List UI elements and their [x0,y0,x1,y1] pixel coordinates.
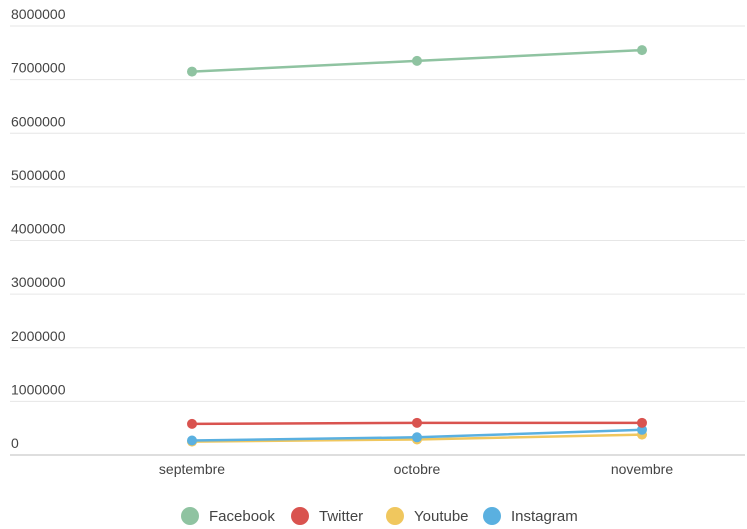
data-point[interactable] [187,435,197,446]
data-point[interactable] [412,417,422,428]
data-point[interactable] [637,424,647,435]
y-tick-label: 2000000 [11,328,66,344]
legend-swatch [291,507,309,525]
series-lines [187,45,647,447]
data-point[interactable] [187,66,197,77]
legend-item-twitter[interactable]: Twitter [291,507,363,525]
legend-label: Facebook [209,508,275,525]
legend-swatch [181,507,199,525]
legend: Facebook Twitter Youtube Instagram [181,507,578,525]
legend-label: Twitter [319,508,363,525]
x-tick-label: octobre [394,461,441,477]
legend-item-youtube[interactable]: Youtube [386,507,469,525]
legend-swatch [386,507,404,525]
y-tick-label: 0 [11,435,19,451]
legend-item-facebook[interactable]: Facebook [181,507,275,525]
data-point[interactable] [637,417,647,428]
y-tick-label: 6000000 [11,113,66,129]
data-point[interactable] [187,418,197,429]
series-instagram [187,424,647,446]
data-point[interactable] [637,45,647,56]
series-twitter [187,417,647,429]
grid-lines [10,25,745,456]
x-axis-tick-labels: septembre octobre novembre [159,461,673,477]
x-tick-label: septembre [159,461,225,477]
series-facebook [187,45,647,77]
y-tick-label: 7000000 [11,60,66,76]
y-tick-label: 1000000 [11,381,66,397]
legend-swatch [483,507,501,525]
data-point[interactable] [412,432,422,443]
y-tick-label: 8000000 [11,6,66,22]
y-tick-label: 5000000 [11,167,66,183]
y-tick-label: 3000000 [11,274,66,290]
legend-item-instagram[interactable]: Instagram [483,507,578,525]
y-axis-tick-labels: 0 1000000 2000000 3000000 4000000 5000000 6000… [11,6,66,451]
y-tick-label: 4000000 [11,221,66,237]
legend-label: Youtube [414,508,469,525]
x-tick-label: novembre [611,461,673,477]
legend-label: Instagram [511,508,578,525]
data-point[interactable] [412,55,422,66]
